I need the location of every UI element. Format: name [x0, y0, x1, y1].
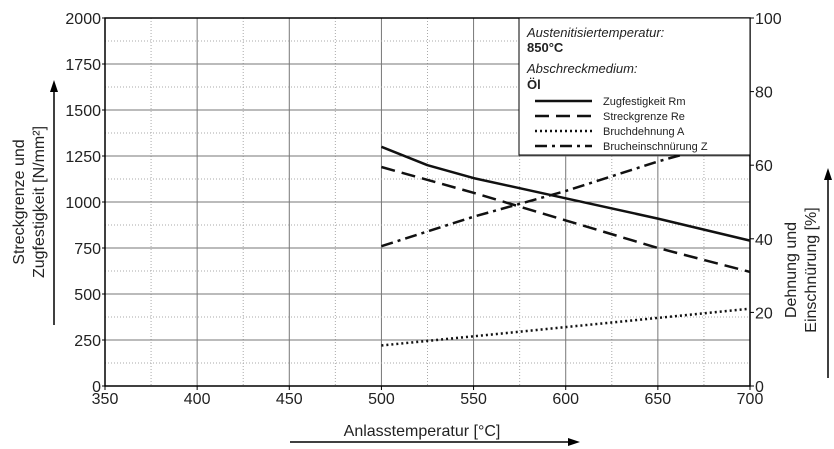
series-line-1 [380, 145, 751, 242]
y-right-tick-label: 100 [755, 11, 782, 28]
y-right-tick-label: 80 [755, 85, 773, 102]
y-left-tick-label: 1000 [65, 195, 101, 212]
y-left-tick-label: 1500 [65, 103, 101, 120]
series-line-3 [381, 307, 751, 347]
legend: Austenitisiertemperatur: 850°C Abschreck… [518, 17, 751, 156]
y-right-tick-label: 40 [755, 232, 773, 249]
y-left-label-line1: Streckgrenze und [11, 139, 28, 264]
y-left-tick-label: 750 [74, 241, 101, 258]
x-arrowhead [568, 438, 580, 446]
info-label-abschreckmedium: Abschreckmedium: [526, 61, 638, 76]
x-tick-label: 350 [92, 391, 119, 408]
info-value-medium: Öl [527, 77, 541, 92]
tick-labels: 350 400 450 500 550 600 650 7000250500750100012… [65, 11, 781, 408]
y-left-label-line2: Zugfestigkeit [N/mm²] [31, 126, 48, 278]
x-tick-label: 500 [368, 391, 395, 408]
y-right-label: Dehnung und [783, 222, 800, 318]
x-tick-label: 650 [645, 391, 672, 408]
y-left-label: Streckgrenze und [11, 139, 28, 264]
info-value-temperature: 850°C [527, 40, 564, 55]
y-left-label-2: Zugfestigkeit [N/mm²] [31, 126, 48, 278]
y-left-tick-label: 0 [92, 379, 101, 396]
series-line-4 [381, 134, 751, 248]
legend-entry: Zugfestigkeit Rm [603, 96, 686, 108]
x-tick-label: 700 [737, 391, 764, 408]
y-left-arrowhead [50, 80, 58, 92]
info-label-austenitisiertemperatur: Austenitisiertemperatur: [526, 25, 665, 40]
series-line-2 [381, 165, 751, 274]
y-right-tick-label: 60 [755, 158, 773, 175]
x-axis-label: Anlasstemperatur [°C] [344, 423, 501, 440]
y-left-tick-label: 1250 [65, 149, 101, 166]
legend-entry: Bruchdehnung A [603, 126, 685, 138]
y-left-tick-label: 250 [74, 333, 101, 350]
x-tick-label: 600 [552, 391, 579, 408]
y-right-tick-label: 20 [755, 305, 773, 322]
y-right-label-line2: Einschnürung [%] [803, 207, 820, 332]
legend-box [518, 17, 751, 156]
y-right-label-line1: Dehnung und [783, 222, 800, 318]
legend-entries: Zugfestigkeit Rm Streckgrenze Re Bruchdehn… [535, 96, 708, 153]
y-right-tick-label: 0 [755, 379, 764, 396]
legend-entry: Brucheinschnürung Z [603, 141, 708, 153]
y-left-tick-label: 1750 [65, 57, 101, 74]
y-right-arrowhead [824, 168, 832, 180]
x-tick-label: 450 [276, 391, 303, 408]
y-left-tick-label: 2000 [65, 11, 101, 28]
series-lines [380, 134, 751, 347]
legend-entry: Streckgrenze Re [603, 111, 685, 123]
y-left-tick-label: 500 [74, 287, 101, 304]
x-tick-label: 550 [460, 391, 487, 408]
x-tick-label: 400 [184, 391, 211, 408]
y-right-label-2: Einschnürung [%] [803, 207, 820, 332]
